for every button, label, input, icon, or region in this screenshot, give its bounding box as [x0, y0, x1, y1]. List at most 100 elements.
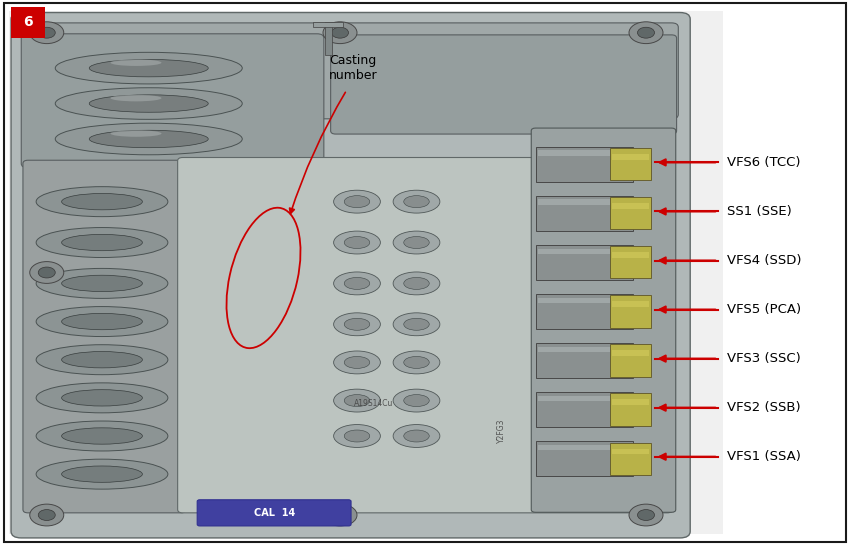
FancyBboxPatch shape — [197, 500, 351, 526]
Ellipse shape — [36, 306, 167, 336]
Ellipse shape — [333, 231, 380, 254]
Ellipse shape — [333, 351, 380, 374]
FancyBboxPatch shape — [531, 128, 676, 512]
Bar — [612, 154, 649, 160]
Ellipse shape — [61, 352, 142, 368]
Circle shape — [332, 27, 348, 38]
FancyBboxPatch shape — [23, 23, 678, 119]
Ellipse shape — [61, 466, 142, 482]
Ellipse shape — [404, 237, 429, 249]
Ellipse shape — [393, 425, 440, 447]
Bar — [538, 298, 630, 303]
Ellipse shape — [55, 52, 242, 84]
Ellipse shape — [333, 313, 380, 336]
Circle shape — [38, 27, 55, 38]
Ellipse shape — [393, 313, 440, 336]
Bar — [536, 343, 633, 378]
Ellipse shape — [36, 227, 167, 257]
FancyBboxPatch shape — [23, 160, 186, 513]
Text: VFS3 (SSC): VFS3 (SSC) — [727, 352, 801, 365]
Ellipse shape — [393, 389, 440, 412]
Ellipse shape — [404, 318, 429, 330]
Bar — [536, 147, 633, 182]
Bar — [538, 150, 630, 156]
Text: 6: 6 — [23, 15, 33, 29]
Ellipse shape — [344, 430, 370, 442]
Ellipse shape — [344, 196, 370, 208]
Ellipse shape — [61, 390, 142, 406]
Bar — [538, 347, 630, 352]
Circle shape — [638, 27, 654, 38]
Circle shape — [629, 504, 663, 526]
Circle shape — [638, 510, 654, 520]
Ellipse shape — [89, 95, 208, 112]
Circle shape — [38, 510, 55, 520]
Bar — [536, 294, 633, 329]
Bar — [612, 449, 649, 454]
Text: SS1 (SSE): SS1 (SSE) — [727, 205, 791, 218]
Ellipse shape — [36, 344, 167, 375]
Ellipse shape — [61, 234, 142, 251]
Bar — [536, 441, 633, 476]
Bar — [536, 245, 633, 280]
Bar — [612, 203, 649, 209]
Ellipse shape — [344, 277, 370, 289]
Ellipse shape — [393, 351, 440, 374]
Bar — [8, 11, 722, 534]
Text: A19S14Cu: A19S14Cu — [354, 399, 394, 408]
Circle shape — [332, 510, 348, 520]
Text: Y2FG3: Y2FG3 — [497, 419, 506, 443]
Bar — [536, 392, 633, 427]
Ellipse shape — [89, 130, 208, 148]
Text: VFS1 (SSA): VFS1 (SSA) — [727, 450, 801, 463]
Ellipse shape — [36, 383, 167, 413]
Circle shape — [323, 504, 357, 526]
Text: CAL  14: CAL 14 — [254, 508, 295, 518]
FancyBboxPatch shape — [11, 13, 690, 538]
Ellipse shape — [89, 59, 208, 77]
Ellipse shape — [393, 272, 440, 295]
Ellipse shape — [55, 88, 242, 119]
Bar — [610, 148, 651, 180]
Ellipse shape — [61, 275, 142, 292]
Ellipse shape — [404, 196, 429, 208]
Ellipse shape — [344, 356, 370, 368]
Circle shape — [323, 22, 357, 44]
Bar — [313, 22, 343, 27]
Ellipse shape — [344, 318, 370, 330]
Ellipse shape — [61, 428, 142, 444]
Ellipse shape — [36, 459, 167, 489]
Ellipse shape — [333, 272, 380, 295]
Ellipse shape — [393, 231, 440, 254]
Ellipse shape — [404, 430, 429, 442]
Text: VFS5 (PCA): VFS5 (PCA) — [727, 303, 801, 316]
Bar — [612, 350, 649, 356]
Bar — [612, 301, 649, 307]
Bar — [536, 196, 633, 231]
Bar — [612, 399, 649, 405]
Ellipse shape — [393, 190, 440, 213]
Bar — [538, 445, 630, 450]
Ellipse shape — [55, 123, 242, 155]
Bar — [610, 246, 651, 278]
Bar — [610, 295, 651, 328]
Circle shape — [629, 22, 663, 44]
Ellipse shape — [36, 186, 167, 216]
Ellipse shape — [333, 389, 380, 412]
Bar — [610, 443, 651, 475]
Ellipse shape — [404, 395, 429, 407]
Bar — [11, 7, 45, 38]
Circle shape — [30, 262, 64, 283]
Bar — [610, 393, 651, 426]
Ellipse shape — [36, 421, 167, 451]
Ellipse shape — [61, 313, 142, 330]
Ellipse shape — [404, 356, 429, 368]
Ellipse shape — [404, 277, 429, 289]
Circle shape — [30, 504, 64, 526]
Text: VFS2 (SSB): VFS2 (SSB) — [727, 401, 801, 414]
Bar — [538, 249, 630, 254]
Bar — [538, 199, 630, 205]
Ellipse shape — [110, 95, 162, 101]
Circle shape — [38, 267, 55, 278]
Bar — [610, 344, 651, 377]
